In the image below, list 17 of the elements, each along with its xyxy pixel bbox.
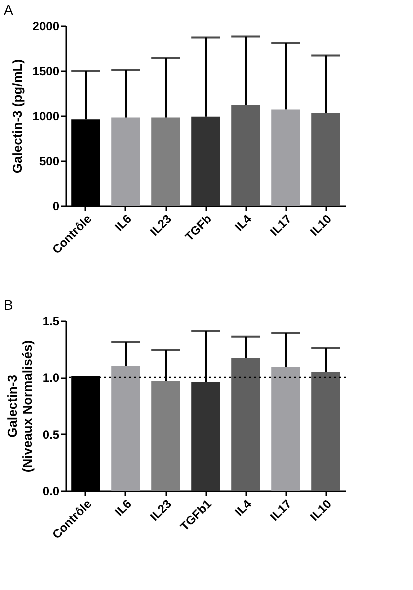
y-tick-label: 1.0: [42, 371, 60, 386]
y-axis-title: Galectin-3 (pg/mL): [10, 59, 25, 174]
x-tick-label: IL6: [112, 496, 135, 520]
y-tick-label: 0.5: [42, 428, 60, 442]
x-tick-label: IL4: [232, 496, 255, 520]
y-axis-title: Galectin-3 (Niveaux Normalisés): [4, 340, 35, 473]
y-tick-label: 0: [52, 200, 60, 214]
x-tick-label: IL4: [232, 212, 255, 234]
y-tick-label: 500: [39, 154, 60, 168]
y-tick-label: 0.0: [42, 484, 60, 498]
y-tick-label: 1500: [32, 64, 60, 78]
y-tick-label: 1.5: [42, 314, 60, 328]
y-tick-label: 2000: [32, 20, 60, 34]
x-tick-label: IL6: [112, 212, 135, 234]
text: A: [4, 2, 14, 18]
y-tick-label: 1000: [32, 110, 60, 124]
text: B: [4, 297, 14, 313]
